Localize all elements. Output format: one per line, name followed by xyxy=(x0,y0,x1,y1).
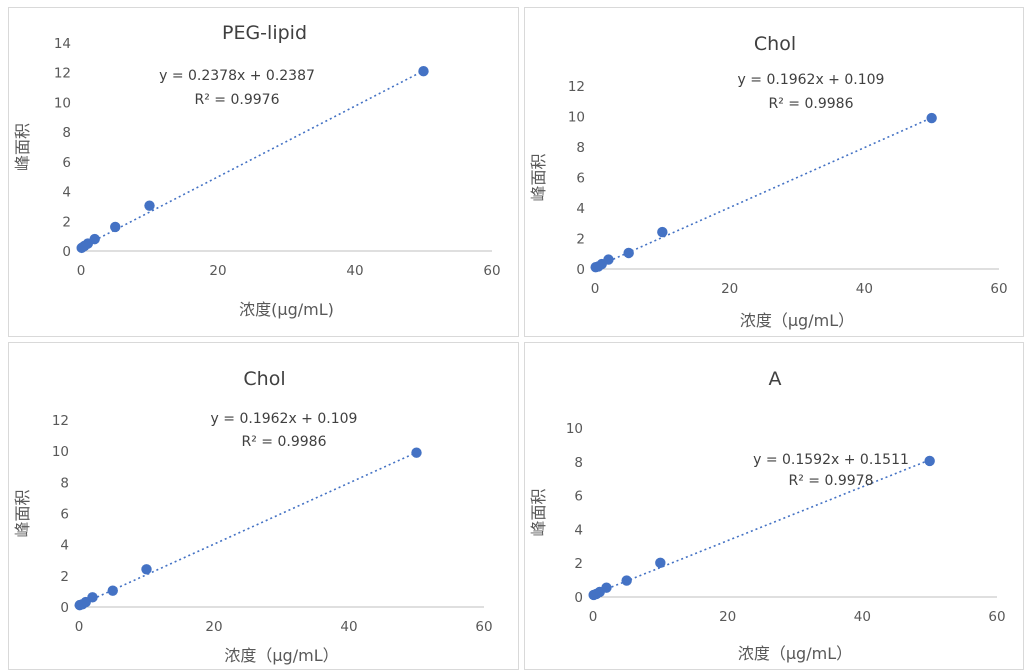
chart-1-x-tick-label: 40 xyxy=(856,281,873,297)
chart-1-y-tick-label: 6 xyxy=(576,171,585,187)
chart-2-data-point xyxy=(411,447,422,458)
chart-svg: Chol 0 2 4 6 8 10 12 0 20 40 60 浓度（μg/mL） 峰面积 y = 0.19… xyxy=(529,33,1008,330)
chart-1-r-squared: R² = 0.9986 xyxy=(769,96,854,112)
chart-panel-peg-lipid: PEG-lipid 0 2 4 6 8 10 12 14 0 20 40 60 浓度(μg/mL) 峰面积 y… xyxy=(8,7,519,337)
chart-3-y-tick-label: 10 xyxy=(566,421,583,437)
chart-3-y-tick-label: 8 xyxy=(574,455,583,471)
chart-2-y-tick-label: 8 xyxy=(60,475,69,491)
chart-3-y-tick-label: 2 xyxy=(574,556,583,572)
chart-2-y-tick-label: 10 xyxy=(52,444,69,460)
chart-0-y-tick-label: 8 xyxy=(62,125,71,141)
chart-0-trend-equation: y = 0.2378x + 0.2387 xyxy=(159,68,315,84)
chart-2-y-tick-label: 0 xyxy=(60,600,69,616)
chart-1-title: Chol xyxy=(754,33,796,55)
chart-3-y-axis-label: 峰面积 xyxy=(529,488,548,536)
chart-2-x-tick-label: 20 xyxy=(205,619,222,635)
chart-3-y-tick-label: 4 xyxy=(574,522,583,538)
chart-3-y-tick-label: 6 xyxy=(574,489,583,505)
chart-3-x-axis-label: 浓度（μg/mL） xyxy=(738,644,852,663)
chart-0-y-tick-label: 2 xyxy=(62,214,71,230)
chart-3-x-tick-label: 40 xyxy=(854,609,871,625)
chart-3-trendline xyxy=(592,459,930,596)
chart-1-y-tick-label: 10 xyxy=(568,110,585,126)
chart-0-x-tick-label: 0 xyxy=(77,263,86,279)
chart-2-x-tick-label: 60 xyxy=(475,619,492,635)
chart-0-trendline xyxy=(80,70,424,249)
chart-3-y-tick-label: 0 xyxy=(574,590,583,606)
chart-1-y-axis-label: 峰面积 xyxy=(529,153,548,201)
chart-3-title: A xyxy=(769,368,782,390)
chart-2-r-squared: R² = 0.9986 xyxy=(242,434,327,450)
chart-1-y-tick-label: 4 xyxy=(576,201,585,217)
chart-svg: A 0 2 4 6 8 10 0 20 40 60 浓度（μg/mL） 峰面积 y = 0.1592x +… xyxy=(529,368,1006,663)
chart-0-y-tick-label: 4 xyxy=(62,185,71,201)
chart-0-y-tick-label: 10 xyxy=(54,95,71,111)
chart-0-y-tick-label: 6 xyxy=(62,155,71,171)
chart-3-data-point xyxy=(621,575,632,586)
chart-2-trendline xyxy=(78,451,417,607)
chart-1-trendline xyxy=(594,117,932,269)
chart-panel-chol-bottom: Chol 0 2 4 6 8 10 12 0 20 40 60 浓度（μg/mL） 峰面积 y = 0.19… xyxy=(8,342,519,670)
chart-svg: Chol 0 2 4 6 8 10 12 0 20 40 60 浓度（μg/mL） 峰面积 y = 0.19… xyxy=(13,368,493,665)
chart-3-data-point xyxy=(655,557,666,569)
chart-1-y-tick-label: 8 xyxy=(576,140,585,156)
chart-2-trend-equation: y = 0.1962x + 0.109 xyxy=(211,411,358,427)
chart-0-x-tick-label: 60 xyxy=(483,263,500,279)
chart-2-x-axis-label: 浓度（μg/mL） xyxy=(224,646,338,665)
chart-2-y-tick-label: 4 xyxy=(60,538,69,554)
chart-panel-a: A 0 2 4 6 8 10 0 20 40 60 浓度（μg/mL） 峰面积 y = 0.1592x +… xyxy=(524,342,1024,670)
chart-svg: PEG-lipid 0 2 4 6 8 10 12 14 0 20 40 60 浓度(μg/mL) 峰面积 y… xyxy=(13,22,501,319)
chart-0-x-tick-label: 20 xyxy=(209,263,226,279)
chart-1-trend-equation: y = 0.1962x + 0.109 xyxy=(738,72,885,88)
chart-1-y-tick-label: 2 xyxy=(576,232,585,248)
chart-panel-chol-top: Chol 0 2 4 6 8 10 12 0 20 40 60 浓度（μg/mL） 峰面积 y = 0.19… xyxy=(524,7,1024,337)
chart-0-y-tick-label: 0 xyxy=(62,244,71,260)
chart-0-data-point xyxy=(110,221,121,233)
chart-3-trend-equation: y = 0.1592x + 0.1511 xyxy=(753,452,909,468)
chart-1-x-tick-label: 0 xyxy=(591,281,600,297)
chart-0-y-tick-label: 12 xyxy=(54,66,71,82)
chart-3-x-tick-label: 60 xyxy=(988,609,1005,625)
chart-0-y-axis-label: 峰面积 xyxy=(13,123,32,171)
chart-1-data-point xyxy=(657,226,668,238)
chart-2-data-point xyxy=(87,592,98,603)
chart-0-y-tick-label: 14 xyxy=(54,36,71,52)
chart-3-x-tick-label: 0 xyxy=(589,609,598,625)
chart-0-data-point xyxy=(144,200,155,211)
chart-1-x-axis-label: 浓度（μg/mL） xyxy=(740,311,854,330)
chart-0-x-tick-label: 40 xyxy=(346,263,363,279)
chart-2-x-tick-label: 40 xyxy=(340,619,357,635)
chart-2-data-point xyxy=(107,585,118,596)
chart-0-data-point xyxy=(89,233,100,245)
chart-2-y-axis-label: 峰面积 xyxy=(13,489,32,537)
chart-1-x-tick-label: 20 xyxy=(721,281,738,297)
chart-1-data-point xyxy=(623,247,634,259)
chart-2-data-point xyxy=(141,564,152,575)
chart-3-x-tick-label: 20 xyxy=(719,609,736,625)
chart-0-r-squared: R² = 0.9976 xyxy=(195,92,280,108)
chart-3-data-point xyxy=(924,455,935,467)
chart-2-y-tick-label: 12 xyxy=(52,413,69,429)
chart-2-y-tick-label: 2 xyxy=(60,569,69,585)
chart-1-data-point xyxy=(603,254,614,265)
chart-0-data-point xyxy=(418,66,429,77)
chart-1-y-tick-label: 0 xyxy=(576,262,585,278)
chart-2-y-tick-label: 6 xyxy=(60,507,69,523)
chart-1-y-tick-label: 12 xyxy=(568,79,585,95)
chart-1-data-point xyxy=(926,112,937,124)
chart-0-x-axis-label: 浓度(μg/mL) xyxy=(239,300,334,319)
chart-2-title: Chol xyxy=(243,368,285,390)
chart-2-x-tick-label: 0 xyxy=(75,619,84,635)
chart-0-title: PEG-lipid xyxy=(222,22,307,44)
chart-1-x-tick-label: 60 xyxy=(990,281,1007,297)
chart-3-r-squared: R² = 0.9978 xyxy=(789,473,874,489)
chart-3-data-point xyxy=(601,582,612,593)
